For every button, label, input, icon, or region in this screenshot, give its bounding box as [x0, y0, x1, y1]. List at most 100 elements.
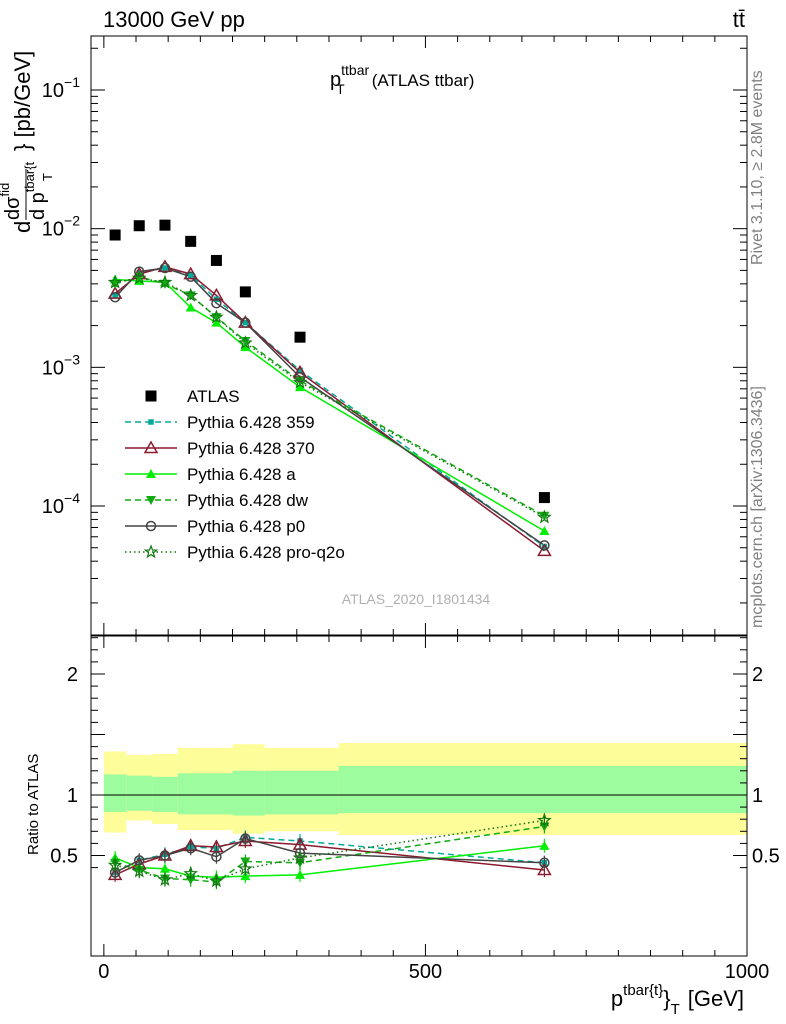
main-point-1-6: [297, 367, 303, 374]
ratio-series-markers: [107, 812, 552, 890]
svg-text:} [pb/GeV]: } [pb/GeV]: [10, 51, 35, 151]
main-point-6-6: [292, 374, 308, 389]
y-tick-label-ratio: 2: [67, 664, 78, 686]
main-point-3-7: [539, 526, 550, 536]
svg-text:d: d: [10, 221, 35, 233]
legend: ATLAS Pythia 6.428 359 Pythia 6.428 370 Pyt…: [125, 387, 345, 562]
main-point-3-6: [295, 382, 306, 392]
main-series-line-1: [114, 267, 545, 548]
y-tick-label-ratio-right: 0.5: [752, 846, 780, 868]
ratio-point-4-3: [185, 842, 196, 854]
main-point-0-5: [239, 286, 251, 298]
legend-label-1: Pythia 6.428 359: [187, 413, 315, 432]
ratio-band-inner: [232, 770, 265, 816]
x-axis-label: ptbar{t}}T [GeV]: [611, 982, 744, 1018]
legend-marker-6: [143, 544, 159, 559]
main-point-2-0: [107, 286, 123, 299]
main-point-5-0: [109, 292, 121, 303]
y-tick-label-ratio-right: 2: [752, 664, 763, 686]
main-point-0-7: [538, 492, 550, 504]
ratio-plot-frame: [90, 635, 748, 957]
main-point-5-4: [211, 297, 222, 309]
main-point-0-2: [159, 219, 171, 231]
main-point-0-3: [185, 235, 197, 247]
main-series-line-2: [114, 266, 545, 552]
main-series-line-3: [115, 278, 545, 532]
main-point-4-5: [240, 336, 251, 346]
main-point-5-2: [159, 262, 171, 274]
main-point-5-3: [185, 271, 196, 283]
ratio-band-inner: [152, 776, 178, 812]
y-tick-label-ratio: 0.5: [50, 846, 78, 868]
legend-label-4: Pythia 6.428 dw: [187, 491, 309, 510]
y-axis-label: d dσfid d ptbar{t } [pb/GeV] T: [0, 51, 55, 233]
main-point-1-3: [187, 272, 194, 279]
svg-text:T: T: [40, 173, 55, 181]
legend-label-3: Pythia 6.428 a: [187, 465, 296, 484]
ratio-band-inner: [264, 770, 339, 815]
rivet-version-label: Rivet 3.1.10, ≥ 2.8M events: [749, 70, 766, 265]
svg-text:dσfid: dσfid: [0, 183, 24, 220]
legend-marker-0: [145, 390, 157, 402]
ratio-point-5-4: [209, 873, 224, 888]
x-tick-label: 0: [98, 961, 109, 983]
ratio-point-4-5: [240, 833, 251, 844]
ratio-point-2-7: [539, 840, 550, 850]
main-point-3-5: [240, 342, 251, 352]
ratio-series-line-3: [114, 825, 545, 883]
legend-label-5: Pythia 6.428 p0: [187, 517, 305, 536]
ratio-point-1-7: [537, 862, 552, 876]
main-series-lines: [114, 266, 545, 552]
main-point-0-6: [294, 331, 306, 343]
ratio-band-inner: [203, 773, 233, 815]
main-series-line-6: [114, 277, 545, 518]
axis-tick-labels: 0 500 1000 10−1 10−2 10−3 10−4 0.5 0.5 1 1 2 2: [42, 74, 780, 983]
legend-marker-4: [146, 496, 156, 505]
main-point-1-7: [541, 543, 548, 550]
mcplots-label: mcplots.cern.ch [arXiv:1306.3436]: [749, 386, 766, 628]
ratio-point-5-7: [537, 812, 552, 827]
main-plot-frame: [90, 35, 748, 636]
header-energy-label: 13000 GeV pp: [103, 7, 245, 32]
main-point-6-5: [237, 335, 253, 350]
ratio-point-5-1: [131, 863, 147, 878]
y-tick-label-main: 10−4: [42, 490, 80, 518]
ratio-uncertainty-bands: [103, 742, 747, 835]
main-point-6-0: [107, 274, 123, 289]
main-point-5-1: [133, 266, 145, 277]
x-tick-label: 1000: [725, 961, 770, 983]
y-tick-label-main: 10−1: [42, 74, 80, 102]
main-point-1-5: [242, 319, 249, 326]
header-process-label: tt̄: [733, 7, 745, 32]
svg-text:d ptbar{t: d ptbar{t: [22, 161, 49, 220]
main-point-5-7: [539, 540, 550, 551]
main-series-line-4: [114, 276, 545, 517]
main-point-0-4: [210, 254, 222, 266]
ratio-point-2-2: [159, 863, 170, 873]
main-point-6-1: [131, 270, 147, 285]
legend-marker-1: [148, 419, 154, 425]
y-tick-label-main: 10−3: [42, 351, 80, 379]
main-series-markers: [107, 219, 552, 557]
main-point-0-1: [133, 220, 145, 232]
ratio-band-inner: [177, 773, 204, 815]
ratio-axis-label: Ratio to ATLAS: [25, 754, 42, 855]
ratio-band-inner: [126, 775, 153, 811]
plot-title: pttbar T (ATLAS ttbar): [330, 62, 474, 97]
y-tick-label-ratio-right: 1: [752, 785, 763, 807]
main-point-1-0: [112, 292, 118, 299]
main-point-6-4: [209, 309, 224, 324]
ratio-point-4-2: [159, 850, 171, 861]
ratio-point-4-4: [211, 851, 222, 862]
legend-label-0: ATLAS: [187, 387, 240, 406]
legend-marker-3: [146, 469, 156, 478]
ratio-point-4-7: [539, 857, 550, 869]
ratio-band-inner: [103, 774, 127, 812]
main-point-6-7: [537, 509, 552, 524]
main-point-3-3: [185, 302, 196, 312]
axis-ticks: [91, 36, 748, 956]
ratio-point-5-0: [107, 857, 123, 872]
ratio-point-5-6: [292, 850, 308, 865]
main-point-5-6: [294, 371, 306, 383]
y-tick-label-ratio: 1: [67, 785, 78, 807]
